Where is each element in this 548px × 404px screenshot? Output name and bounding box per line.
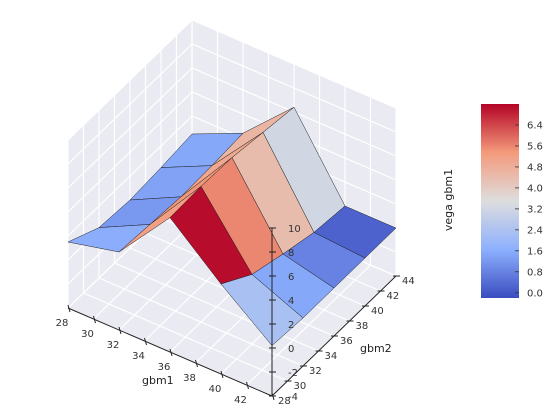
z-tick-label: 6 bbox=[288, 272, 294, 283]
colorbar-tick-label: 1.6 bbox=[527, 246, 543, 257]
y-tick-label: 30 bbox=[294, 381, 307, 392]
x-axis-label: gbm1 bbox=[142, 374, 174, 387]
x-tick-label: 30 bbox=[81, 329, 94, 340]
grid-line bbox=[67, 19, 397, 141]
x-tick bbox=[220, 370, 224, 379]
x-tick bbox=[67, 304, 71, 313]
colorbar-tick-label: 4.8 bbox=[527, 162, 543, 173]
z-tick-label: -2 bbox=[288, 368, 298, 379]
colorbar-tick-label: 0.0 bbox=[527, 288, 543, 299]
x-tick bbox=[93, 315, 96, 324]
colorbar: 0.0 0.8 1.6 2.4 3.2 4.0 4.8 5.6 6.4 bbox=[481, 104, 543, 299]
y-tick-label: 44 bbox=[402, 276, 415, 287]
x-tick-label: 40 bbox=[209, 384, 222, 395]
y-axis-label: gbm2 bbox=[360, 342, 392, 355]
x-tick bbox=[246, 381, 249, 390]
y-tick-label: 38 bbox=[356, 321, 369, 332]
y-tick-label: 32 bbox=[309, 366, 322, 377]
grid-line bbox=[67, 43, 397, 165]
colorbar-tick-label: 4.0 bbox=[527, 183, 543, 194]
x-tick-label: 28 bbox=[56, 318, 69, 329]
colorbar-tick-label: 5.6 bbox=[527, 141, 543, 152]
z-axis-label: vega gbm1 bbox=[442, 169, 455, 231]
x-tick-label: 32 bbox=[107, 340, 120, 351]
surface-patch bbox=[220, 274, 304, 346]
axes-lines bbox=[67, 227, 400, 401]
x-tick bbox=[195, 359, 198, 368]
colorbar-tick-label: 3.2 bbox=[527, 204, 543, 215]
tick-labels: 283032343638404244283032343638404244-4-2… bbox=[56, 224, 415, 404]
y-tick-label: 36 bbox=[340, 336, 353, 347]
colorbar-gradient bbox=[481, 104, 519, 298]
colorbar-tick-label: 2.4 bbox=[527, 225, 543, 236]
z-tick-label: -4 bbox=[288, 392, 298, 403]
z-tick-label: 4 bbox=[288, 296, 294, 307]
x-tick-label: 34 bbox=[132, 351, 145, 362]
surface-plot bbox=[67, 106, 397, 346]
x-tick bbox=[144, 337, 147, 346]
z-tick-label: 0 bbox=[288, 344, 294, 355]
x-tick-label: 36 bbox=[158, 362, 171, 373]
x-tick bbox=[169, 348, 173, 357]
grid-line bbox=[67, 67, 397, 189]
y-tick-label: 34 bbox=[325, 351, 338, 362]
y-tick-label: 28 bbox=[278, 396, 291, 404]
colorbar-tick-label: 6.4 bbox=[527, 120, 543, 131]
x-tick-label: 38 bbox=[183, 373, 196, 384]
colorbar-tick-label: 0.8 bbox=[527, 267, 543, 278]
z-tick-label: 10 bbox=[288, 224, 301, 235]
x-tick-label: 42 bbox=[234, 395, 247, 404]
y-tick-label: 42 bbox=[387, 291, 400, 302]
x-axis-line bbox=[67, 307, 273, 397]
z-tick-label: 2 bbox=[288, 320, 294, 331]
x-tick bbox=[118, 326, 122, 335]
z-tick-label: 8 bbox=[288, 248, 294, 259]
y-tick-label: 40 bbox=[371, 306, 384, 317]
grid-line bbox=[67, 91, 397, 213]
